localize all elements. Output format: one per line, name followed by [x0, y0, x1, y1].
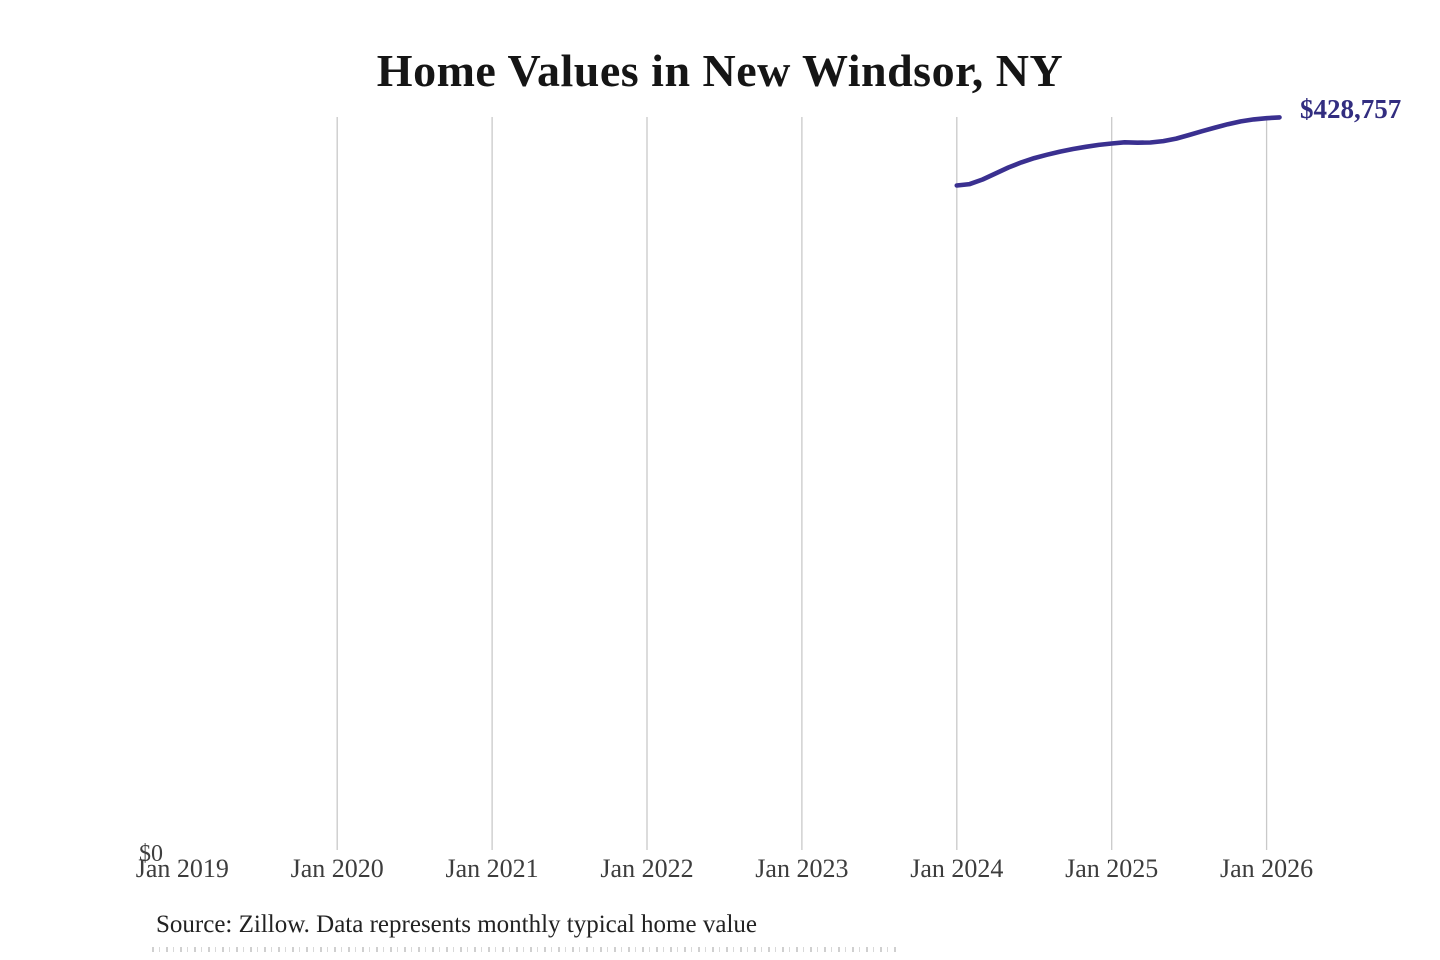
x-tick-label-2023: Jan 2023: [755, 854, 849, 883]
y-axis-zero-label: $0: [139, 841, 163, 867]
chart-title: Home Values in New Windsor, NY: [376, 45, 1064, 96]
x-tick-label-2020: Jan 2020: [290, 854, 384, 883]
x-tick-label-2025: Jan 2025: [1065, 854, 1159, 883]
x-tick-label-2024: Jan 2024: [910, 854, 1004, 883]
cropped-text-remnant: [152, 947, 900, 952]
x-tick-label-2026: Jan 2026: [1220, 854, 1314, 883]
x-tick-label-2019: Jan 2019: [135, 854, 229, 883]
last-value-label: $428,757: [1300, 94, 1402, 124]
x-tick-label-2021: Jan 2021: [445, 854, 539, 883]
x-tick-label-2022: Jan 2022: [600, 854, 694, 883]
source-attribution: Source: Zillow. Data represents monthly …: [156, 911, 757, 938]
home-value-line: [954, 115, 1282, 188]
